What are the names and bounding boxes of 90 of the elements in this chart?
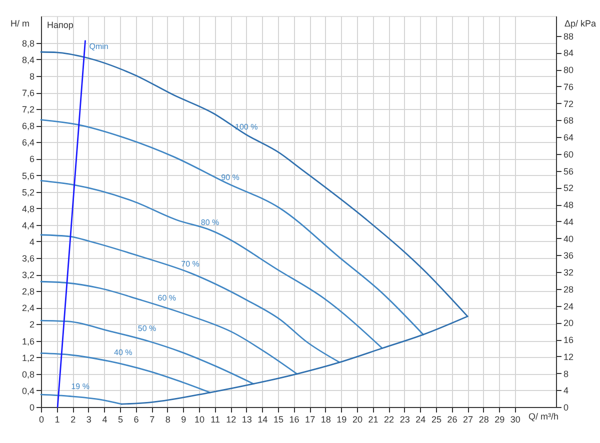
x-tick-label: 24 (416, 414, 426, 424)
y-tick-label: 8,4 (22, 54, 34, 65)
x-tick-label: 13 (242, 414, 252, 424)
y-tick-label: 4,8 (22, 204, 34, 214)
x-tick-label: 29 (494, 414, 505, 424)
annotation: 90 % (221, 172, 240, 182)
y-tick-label: 5,2 (22, 187, 34, 198)
y-tick-label: 7,6 (22, 88, 34, 98)
x-tick-label: 12 (226, 414, 236, 424)
x-tick-label: 4 (102, 414, 108, 424)
y2-tick-label: 44 (564, 216, 574, 227)
x-tick-label: 30 (510, 414, 520, 424)
y-tick-label: 4,4 (22, 220, 34, 230)
y-tick-label: 0,8 (22, 369, 34, 380)
y2-tick-label: 28 (564, 284, 574, 294)
y2-tick-label: 64 (564, 132, 574, 143)
y2-axis-title: Δp/ kPa (564, 18, 596, 28)
y2-tick-label: 0 (564, 402, 569, 412)
x-tick-label: 0 (38, 414, 44, 424)
y-tick-label: 8,8 (22, 38, 34, 48)
x-tick-label: 20 (352, 414, 362, 424)
annotation: 60 % (158, 294, 176, 303)
y-axis-title: H/ m (10, 18, 30, 28)
y-tick-label: 2,4 (22, 303, 34, 314)
x-tick-label: 5 (118, 414, 123, 424)
y-tick-label: 4 (29, 236, 34, 247)
y2-tick-label: 88 (564, 31, 574, 42)
y-tick-label: 1,6 (22, 336, 34, 346)
x-tick-label: 8 (165, 414, 170, 424)
x-tick-label: 6 (134, 414, 139, 424)
y2-tick-label: 8 (564, 368, 569, 379)
x-tick-label: 25 (431, 414, 442, 424)
x-tick-label: 7 (150, 414, 155, 424)
annotation: Qmin (89, 42, 108, 51)
y2-tick-label: 40 (564, 234, 574, 244)
x-tick-label: 27 (463, 414, 474, 424)
x-tick-label: 2 (70, 414, 76, 424)
y2-tick-label: 60 (564, 149, 574, 160)
y2-tick-label: 48 (564, 200, 574, 210)
y2-tick-label: 68 (564, 116, 574, 126)
y-tick-label: 5,6 (22, 170, 34, 181)
y2-tick-label: 20 (564, 318, 574, 328)
x-tick-label: 26 (447, 414, 458, 424)
y2-tick-label: 12 (564, 352, 574, 362)
annotation: 70 % (181, 259, 200, 268)
y2-tick-label: 72 (564, 98, 574, 109)
y2-tick-label: 56 (564, 166, 574, 176)
x-tick-label: 9 (181, 414, 186, 424)
x-tick-label: 1 (54, 414, 60, 424)
annotation: 50 % (138, 324, 156, 334)
y-tick-label: 7,2 (22, 104, 34, 115)
y2-tick-label: 32 (564, 268, 574, 278)
annotation: 100 % (235, 122, 258, 132)
x-tick-label: 21 (368, 414, 378, 424)
y2-tick-label: 36 (564, 250, 574, 261)
x-tick-label: 22 (384, 414, 394, 424)
y-tick-label: 1,2 (22, 352, 34, 363)
x-tick-label: 16 (289, 414, 300, 424)
y-tick-label: 6 (29, 154, 34, 164)
y-tick-label: 6,4 (22, 138, 34, 148)
annotation: 40 % (114, 348, 132, 357)
y2-tick-label: 76 (564, 82, 574, 92)
x-tick-label: 18 (320, 414, 331, 424)
x-tick-label: 10 (194, 414, 204, 424)
x-tick-label: 19 (336, 414, 347, 424)
y2-tick-label: 4 (564, 386, 569, 396)
y-tick-label: 3,2 (22, 270, 34, 280)
y-tick-label: 0,4 (22, 386, 34, 396)
x-axis-title: Q/ m³/h (528, 412, 559, 422)
y2-tick-label: 84 (564, 48, 574, 58)
y-tick-label: 8 (29, 71, 34, 82)
y2-tick-label: 16 (564, 335, 574, 346)
annotation: Напор (47, 20, 74, 30)
annotation: 19 % (71, 382, 90, 391)
y-tick-label: 0 (29, 402, 34, 412)
x-tick-label: 23 (400, 414, 410, 424)
x-tick-label: 3 (86, 414, 92, 424)
x-tick-label: 14 (258, 414, 268, 424)
y2-tick-label: 52 (564, 183, 574, 194)
y-tick-label: 6,8 (22, 121, 34, 132)
y2-tick-label: 24 (564, 301, 574, 312)
x-tick-label: 17 (305, 414, 316, 424)
x-tick-label: 28 (478, 414, 489, 424)
y2-tick-label: 80 (564, 65, 574, 76)
y-tick-label: 2,8 (22, 286, 34, 297)
x-tick-label: 15 (273, 414, 284, 424)
annotation: 80 % (200, 218, 220, 227)
y-tick-label: 3,6 (22, 254, 34, 264)
y-tick-label: 2 (29, 320, 34, 330)
x-tick-label: 11 (210, 414, 220, 424)
